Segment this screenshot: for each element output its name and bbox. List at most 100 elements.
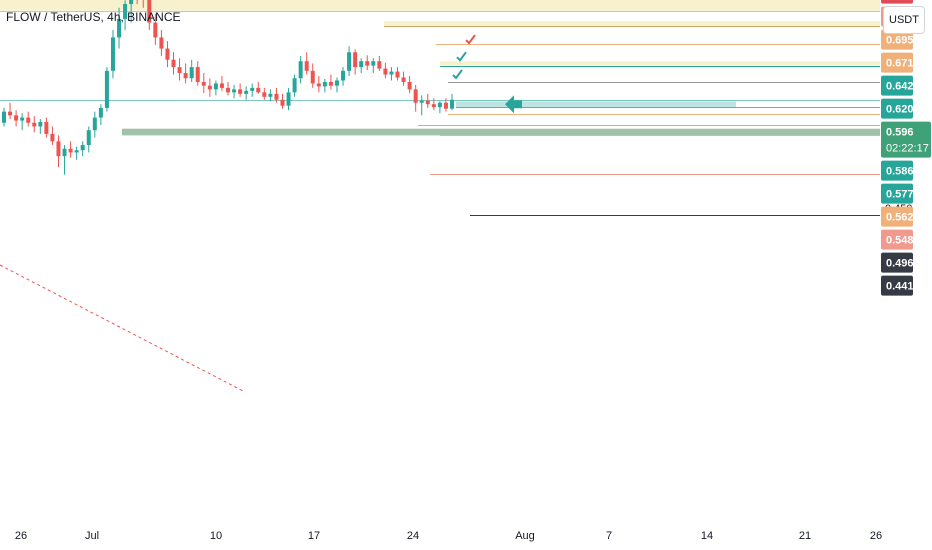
x-tick-label: 14 bbox=[701, 530, 713, 542]
candle bbox=[189, 59, 194, 82]
zone-yellow bbox=[0, 0, 880, 11]
candle bbox=[274, 87, 279, 103]
candle bbox=[159, 30, 164, 56]
price-label-text: 0.695 bbox=[886, 35, 914, 47]
price-label-text: 0.642 bbox=[886, 81, 914, 93]
x-tick-label: 26 bbox=[15, 530, 27, 542]
candle bbox=[298, 55, 303, 84]
candle bbox=[383, 62, 388, 79]
price-label: 0.695 bbox=[881, 29, 914, 50]
candle bbox=[62, 145, 67, 175]
candle bbox=[286, 87, 291, 111]
candle bbox=[232, 84, 237, 99]
candle bbox=[213, 80, 218, 96]
time-axis-ticks: 26 Jul 10 17 24 Aug 7 14 21 26 bbox=[15, 530, 882, 542]
candle bbox=[44, 117, 49, 138]
candle bbox=[50, 126, 55, 146]
candle bbox=[341, 67, 346, 86]
price-label-text: 0.739 bbox=[886, 0, 914, 1]
candle bbox=[117, 7, 122, 49]
price-label-text: 0.496 bbox=[886, 258, 914, 270]
candle bbox=[177, 58, 182, 81]
arrow-left-icon bbox=[505, 95, 522, 114]
candle bbox=[407, 76, 412, 94]
candle bbox=[431, 98, 436, 111]
candle bbox=[26, 111, 31, 127]
x-tick-label: Jul bbox=[85, 530, 99, 542]
price-label: 0.441 bbox=[881, 275, 914, 296]
zone-yellow bbox=[384, 21, 880, 27]
x-tick-label: 21 bbox=[799, 530, 811, 542]
candle bbox=[280, 93, 285, 109]
candle bbox=[359, 58, 364, 74]
price-label: 0.596 02:22:17 bbox=[881, 121, 931, 158]
candle bbox=[425, 93, 430, 108]
candle bbox=[201, 73, 206, 94]
candle bbox=[334, 77, 339, 93]
candle bbox=[256, 81, 261, 94]
candle bbox=[450, 93, 454, 111]
candle bbox=[316, 76, 321, 93]
candle bbox=[183, 63, 188, 84]
price-label-text: 0.620 bbox=[886, 104, 914, 116]
price-label: 0.642 bbox=[881, 75, 914, 96]
candle bbox=[110, 30, 115, 79]
countdown-text: 02:22:17 bbox=[886, 143, 929, 155]
check-icon bbox=[452, 69, 463, 80]
candle bbox=[56, 135, 61, 168]
candle bbox=[353, 49, 358, 75]
candle bbox=[443, 98, 448, 112]
x-tick-label: 26 bbox=[870, 530, 882, 542]
candle bbox=[365, 55, 370, 71]
price-label-text: 0.671 bbox=[886, 58, 914, 70]
price-label: 0.562 bbox=[881, 206, 914, 227]
price-label-text: 0.441 bbox=[886, 281, 914, 293]
chart-markers bbox=[452, 34, 522, 114]
zone-teal bbox=[456, 101, 736, 108]
candle bbox=[195, 61, 200, 86]
price-label: 0.671 bbox=[881, 52, 914, 73]
price-label: 0.496 bbox=[881, 252, 914, 273]
currency-button[interactable]: USDT bbox=[883, 6, 925, 34]
candle bbox=[389, 67, 394, 81]
price-label-text: 0.596 bbox=[886, 127, 914, 139]
candle bbox=[14, 110, 19, 127]
candle bbox=[68, 141, 73, 158]
candle bbox=[92, 111, 97, 138]
candle bbox=[123, 0, 128, 31]
candle bbox=[207, 78, 212, 97]
price-label: 0.577 bbox=[881, 183, 914, 204]
x-tick-label: 10 bbox=[210, 530, 222, 542]
candle bbox=[322, 78, 327, 93]
candle bbox=[171, 52, 176, 75]
candle bbox=[292, 74, 297, 97]
price-zones bbox=[0, 0, 880, 136]
candle bbox=[347, 46, 352, 77]
candle bbox=[238, 83, 243, 97]
x-tick-label: 17 bbox=[308, 530, 320, 542]
price-label: 0.739 bbox=[881, 0, 914, 4]
candle bbox=[401, 71, 406, 86]
candle bbox=[38, 119, 43, 134]
candle bbox=[250, 83, 255, 97]
candle bbox=[8, 102, 13, 120]
candle bbox=[147, 0, 152, 31]
candle bbox=[74, 146, 79, 160]
candle bbox=[32, 116, 37, 133]
candle bbox=[129, 0, 134, 23]
x-tick-label: 7 bbox=[606, 530, 612, 542]
candlestick-series bbox=[2, 0, 454, 175]
price-label: 0.620 bbox=[881, 98, 914, 119]
candle bbox=[104, 67, 109, 112]
price-label-text: 0.586 bbox=[886, 166, 914, 178]
candle bbox=[371, 58, 376, 74]
candle bbox=[226, 81, 230, 96]
candle bbox=[20, 113, 25, 131]
candle bbox=[219, 76, 224, 91]
x-tick-label: Aug bbox=[515, 530, 535, 542]
price-label: 0.548 bbox=[881, 229, 914, 250]
price-label-text: 0.562 bbox=[886, 212, 914, 224]
candle bbox=[244, 86, 249, 100]
check-icon bbox=[465, 34, 476, 45]
